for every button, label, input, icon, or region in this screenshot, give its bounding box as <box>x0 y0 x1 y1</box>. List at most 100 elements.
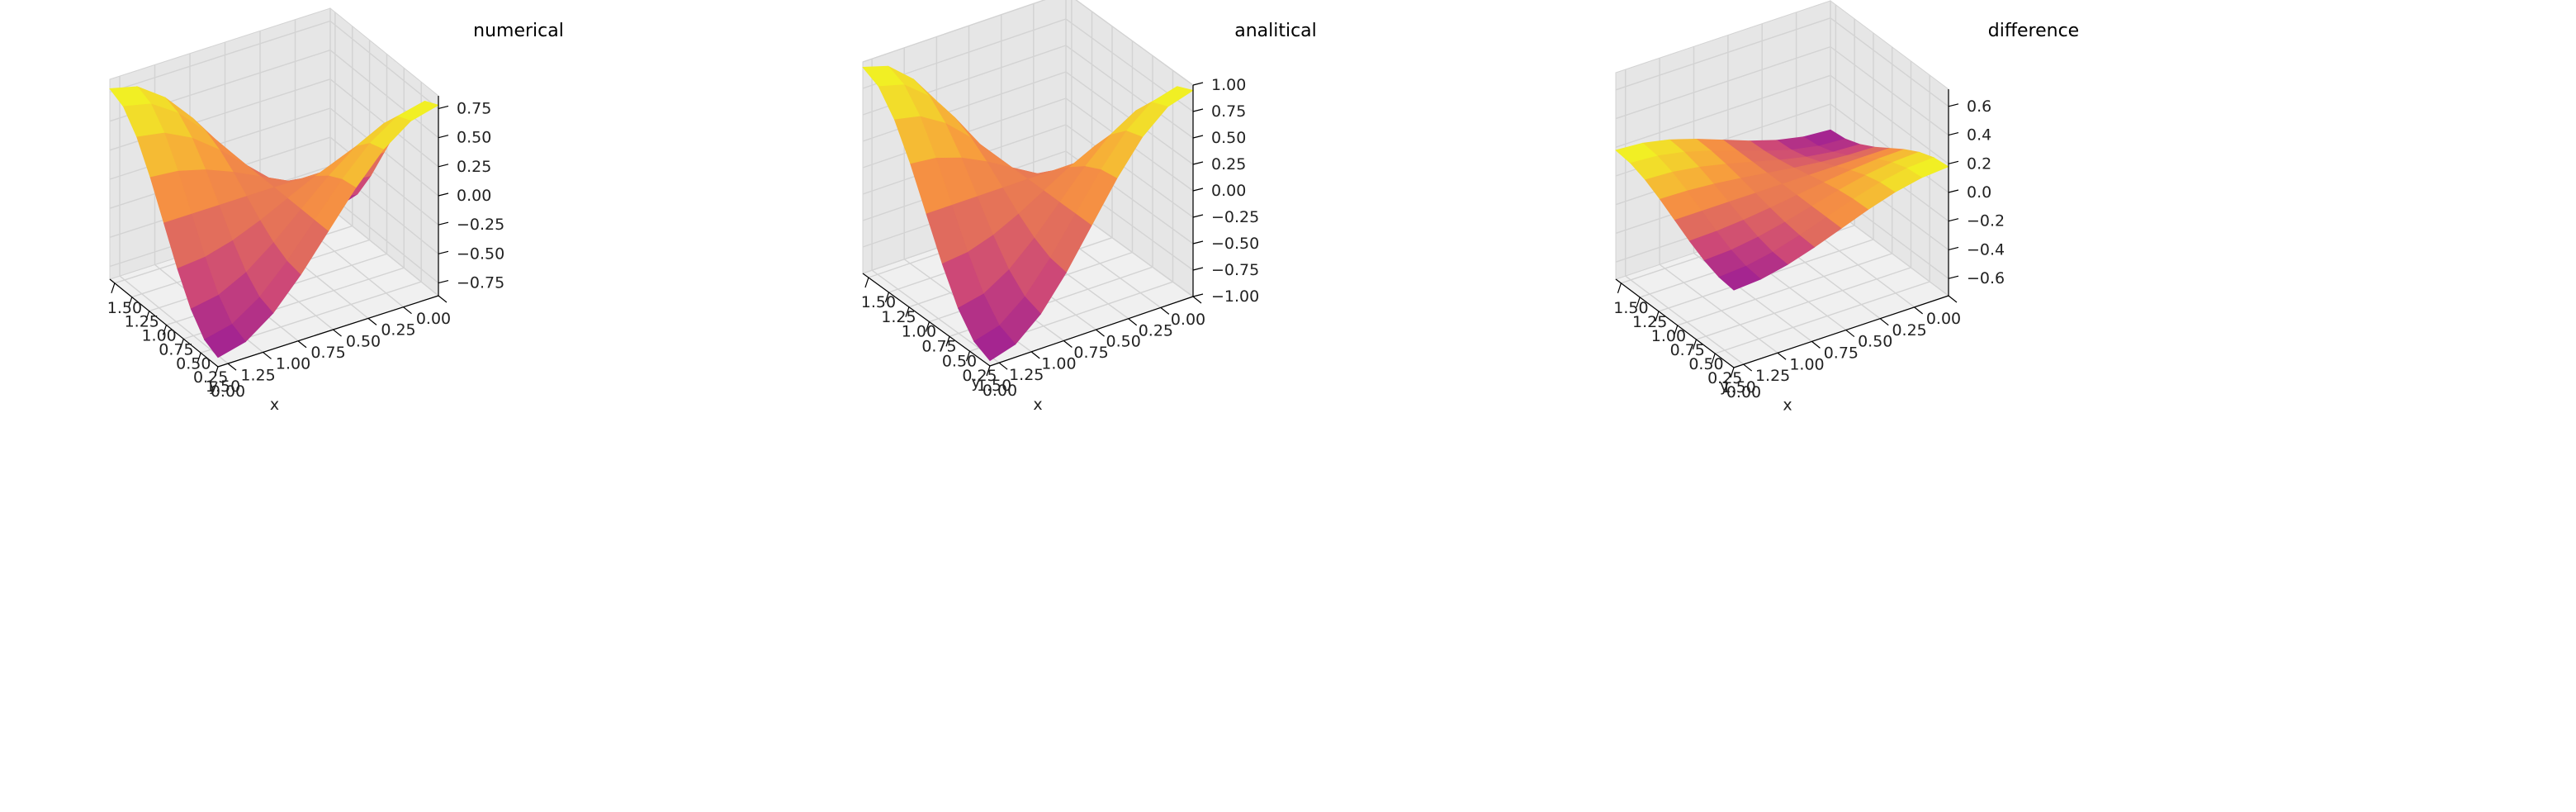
x-tick-label: 0.00 <box>1171 311 1205 329</box>
y-tick-mark <box>145 311 150 321</box>
gridline-y <box>1639 18 1855 298</box>
gridline-z <box>109 49 439 139</box>
x-tick-mark <box>1128 318 1138 326</box>
z-tick-mark <box>1192 214 1204 218</box>
y-tick-mark <box>945 336 950 347</box>
z-tick-label: 0.25 <box>457 158 491 176</box>
gridline-z <box>109 20 439 110</box>
y-tick-mark <box>162 325 168 335</box>
y-axis-label: y <box>209 377 218 395</box>
z-tick-label: 0.6 <box>1967 97 1991 116</box>
gridline-x <box>1624 69 1745 365</box>
chart-title: numerical <box>473 21 564 41</box>
z-tick-mark <box>1192 135 1204 139</box>
z-tick-label: 1.00 <box>1211 76 1246 94</box>
z-tick-mark <box>1948 189 1959 193</box>
y-tick-label: 0.50 <box>1688 355 1723 373</box>
x-tick-mark <box>1743 363 1753 372</box>
x-tick-mark <box>1096 329 1105 337</box>
y-axis-label: y <box>1720 378 1729 396</box>
y-tick-label: 0.25 <box>1707 369 1742 387</box>
z-tick-label: −1.00 <box>1211 287 1259 306</box>
chart-title: analitical <box>1234 21 1317 41</box>
z-tick-mark <box>438 221 449 226</box>
surface <box>1615 129 1949 291</box>
z-tick-mark <box>438 105 449 110</box>
x-tick-mark <box>367 317 377 325</box>
y-tick-label: 1.50 <box>1613 299 1648 317</box>
z-tick-label: −0.50 <box>1211 235 1259 253</box>
y-tick-mark <box>925 321 930 332</box>
x-tick-label: 0.25 <box>381 321 415 340</box>
gridline-y <box>1677 46 1893 326</box>
y-tick-label: 0.00 <box>211 382 245 401</box>
z-tick-mark <box>1192 267 1204 271</box>
x-tick-label: 0.50 <box>1106 333 1141 351</box>
x-tick-mark <box>1811 340 1821 349</box>
y-tick-mark <box>864 277 869 288</box>
z-tick-label: 0.00 <box>457 187 491 205</box>
x-tick-mark <box>263 351 272 359</box>
gridline-z <box>1615 17 1949 107</box>
x-tick-mark <box>1063 340 1073 348</box>
z-tick-label: −0.6 <box>1967 269 2005 287</box>
x-tick-mark <box>438 295 447 303</box>
y-tick-label: 0.50 <box>176 354 211 373</box>
x-axis-line <box>217 295 439 368</box>
x-tick-label: 0.00 <box>1926 310 1961 328</box>
y-tick-mark <box>1655 311 1660 322</box>
z-tick-label: 0.75 <box>1211 102 1246 121</box>
y-tick-mark <box>111 283 116 293</box>
x-axis-label: x <box>1783 397 1792 415</box>
z-tick-mark <box>1192 188 1204 192</box>
y-tick-label: 0.50 <box>942 352 977 370</box>
x-tick-label: 0.00 <box>416 310 451 328</box>
y-tick-mark <box>197 352 201 363</box>
y-tick-mark <box>214 366 219 378</box>
gridline-y <box>200 82 422 354</box>
z-tick-label: −0.4 <box>1967 240 2005 259</box>
x-tick-mark <box>1192 296 1202 304</box>
y-tick-label: 1.25 <box>881 308 916 326</box>
x-tick-mark <box>1845 330 1855 338</box>
x-tick-mark <box>1879 318 1889 326</box>
z-tick-label: −0.50 <box>457 245 504 263</box>
y-tick-label: 0.75 <box>921 338 956 356</box>
z-tick-label: 0.00 <box>1211 182 1246 200</box>
x-tick-mark <box>333 329 342 337</box>
z-tick-mark <box>438 135 449 139</box>
y-tick-label: 0.00 <box>983 382 1017 400</box>
y-tick-mark <box>965 350 971 362</box>
y-tick-mark <box>905 306 910 317</box>
y-tick-mark <box>128 297 133 307</box>
surface-patch <box>204 324 247 359</box>
y-tick-label: 1.50 <box>861 293 896 311</box>
x-tick-mark <box>1948 295 1958 303</box>
z-tick-label: 0.4 <box>1967 126 1991 145</box>
z-tick-mark <box>1948 103 1959 107</box>
x-tick-label: 1.50 <box>1721 378 1756 397</box>
y-tick-mark <box>1711 353 1716 364</box>
y-tick-label: 1.00 <box>1651 327 1686 345</box>
z-tick-mark <box>438 192 449 197</box>
x-tick-label: 1.00 <box>276 355 310 373</box>
x-tick-label: 0.25 <box>1892 321 1926 340</box>
z-tick-label: 0.50 <box>1211 129 1246 147</box>
y-tick-label: 0.75 <box>1670 341 1705 359</box>
y-tick-mark <box>1674 325 1679 336</box>
z-tick-mark <box>438 279 449 284</box>
y-axis-line <box>109 278 219 368</box>
surface <box>862 65 1194 362</box>
z-tick-label: 0.50 <box>457 129 491 147</box>
x-tick-mark <box>297 340 307 349</box>
x-tick-label: 1.25 <box>240 366 275 384</box>
gridline-z <box>862 18 1194 112</box>
x-tick-label: 0.50 <box>1858 333 1892 351</box>
surface-patch <box>973 325 1016 362</box>
x-tick-label: 0.75 <box>1073 344 1108 362</box>
z-tick-label: −0.2 <box>1967 212 2005 230</box>
z-tick-label: −0.25 <box>1211 208 1259 226</box>
x-tick-label: 1.00 <box>1789 355 1824 373</box>
surface <box>109 85 440 359</box>
